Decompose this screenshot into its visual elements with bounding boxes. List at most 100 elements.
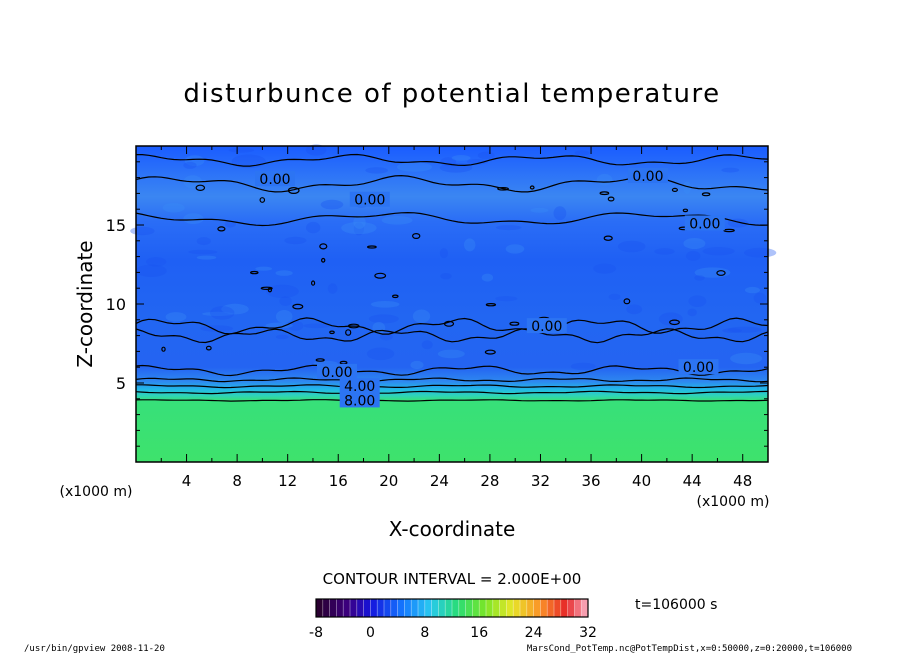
colorbar-tick-label: -8 <box>309 625 323 641</box>
contour-label-bg <box>339 392 380 408</box>
x-tick-label: 44 <box>683 472 702 490</box>
texture-patch <box>530 207 549 213</box>
texture-patch <box>593 263 617 274</box>
contour-loop <box>682 208 689 213</box>
contour-loop <box>443 320 455 327</box>
colorbar-cell <box>418 599 426 617</box>
colorbar-cell <box>533 599 541 617</box>
contour-lines <box>135 153 769 402</box>
y-tick-label: 5 <box>116 374 126 393</box>
colorbar-ticks: -8 0 8 16 24 32 <box>309 625 597 641</box>
texture-patch <box>743 247 777 258</box>
texture-patch <box>570 362 596 371</box>
colorbar-cell <box>384 599 392 617</box>
y-axis-label: Z-coordinate <box>73 240 97 367</box>
colorbar-cell <box>370 599 378 617</box>
texture-patch <box>320 199 344 210</box>
colorbar-cell <box>479 599 487 617</box>
colorbar-cell <box>513 599 521 617</box>
texture-patch <box>658 312 683 326</box>
colorbar-cell <box>404 599 412 617</box>
texture-patch <box>617 240 646 253</box>
contour-loop <box>599 191 610 196</box>
colorbar-cell <box>540 599 548 617</box>
texture-patch <box>683 181 692 194</box>
x-unit-left: (x1000 m) <box>60 484 133 500</box>
x-tick-label: 48 <box>733 472 752 490</box>
contour-loop <box>287 187 300 195</box>
contour-label: 0.00 <box>632 169 663 185</box>
colorbar-cell <box>363 599 371 617</box>
colorbar-tick-label: 8 <box>420 625 429 641</box>
texture-patch <box>366 347 395 361</box>
contour-label: 0.00 <box>321 365 352 381</box>
contour-line <box>135 211 769 227</box>
colorbar-cell <box>411 599 419 617</box>
texture-patch <box>265 322 293 329</box>
texture-patch <box>303 323 330 329</box>
texture-patch <box>440 273 452 280</box>
contour-loop <box>217 226 226 232</box>
contour-interval-label: CONTOUR INTERVAL = 2.000E+00 <box>323 570 582 588</box>
texture-patch <box>165 312 187 322</box>
colorbar-cell <box>567 599 575 617</box>
contour-loop <box>311 280 316 286</box>
x-axis-label: X-coordinate <box>389 517 516 541</box>
y-tick-label: 10 <box>106 295 126 314</box>
texture-patch <box>553 206 567 221</box>
colorbar: -8 0 8 16 24 32 <box>309 598 597 641</box>
texture-patch <box>196 255 217 260</box>
texture-patch <box>722 328 742 333</box>
x-tick-label: 8 <box>232 472 242 490</box>
texture-patch <box>412 309 431 323</box>
texture-patch <box>505 244 525 254</box>
contour-line <box>135 328 769 344</box>
contour-loop <box>374 272 387 279</box>
heatmap-field <box>136 146 768 462</box>
colorbar-cell <box>329 599 337 617</box>
colorbar-cell <box>316 599 324 617</box>
texture-patch <box>275 270 293 276</box>
texture-patch <box>305 144 327 156</box>
contour-loop <box>497 187 509 191</box>
texture-patch <box>275 334 289 340</box>
texture-patch <box>162 203 185 213</box>
contour-label-bg <box>339 378 380 394</box>
texture-patch <box>370 301 400 308</box>
contour-label: 0.00 <box>689 216 720 232</box>
colorbar-tick-label: 0 <box>366 625 375 641</box>
colorbar-cell <box>377 599 385 617</box>
colorbar-cell <box>574 599 582 617</box>
texture-patch <box>353 222 364 236</box>
texture-patch <box>437 349 465 359</box>
texture-patch <box>495 225 522 231</box>
colorbar-cell <box>465 599 473 617</box>
texture-patch <box>228 147 255 153</box>
texture-patch <box>687 308 697 317</box>
texture-patch <box>183 213 204 225</box>
x-tick-label: 40 <box>632 472 651 490</box>
x-unit-right: (x1000 m) <box>697 494 770 510</box>
colorbar-tick-label: 32 <box>579 625 597 641</box>
contour-label: 0.00 <box>259 172 290 188</box>
contour-loop <box>315 358 325 362</box>
texture-patch <box>327 283 338 294</box>
texture-patch <box>188 249 218 255</box>
contour-loop <box>260 286 273 290</box>
contour-loop <box>391 294 399 299</box>
contour-label-bg <box>317 363 357 379</box>
colorbar-cell <box>397 599 405 617</box>
colorbar-cell <box>458 599 466 617</box>
x-tick-label: 16 <box>329 472 348 490</box>
texture-patch <box>481 273 494 282</box>
colorbar-cell <box>452 599 460 617</box>
texture-patch <box>421 340 433 350</box>
texture-patch <box>574 150 590 156</box>
colorbar-cell <box>356 599 364 617</box>
field-texture <box>130 144 777 371</box>
texture-patch <box>221 303 249 315</box>
texture-patch <box>439 248 448 259</box>
texture-patch <box>477 151 495 160</box>
